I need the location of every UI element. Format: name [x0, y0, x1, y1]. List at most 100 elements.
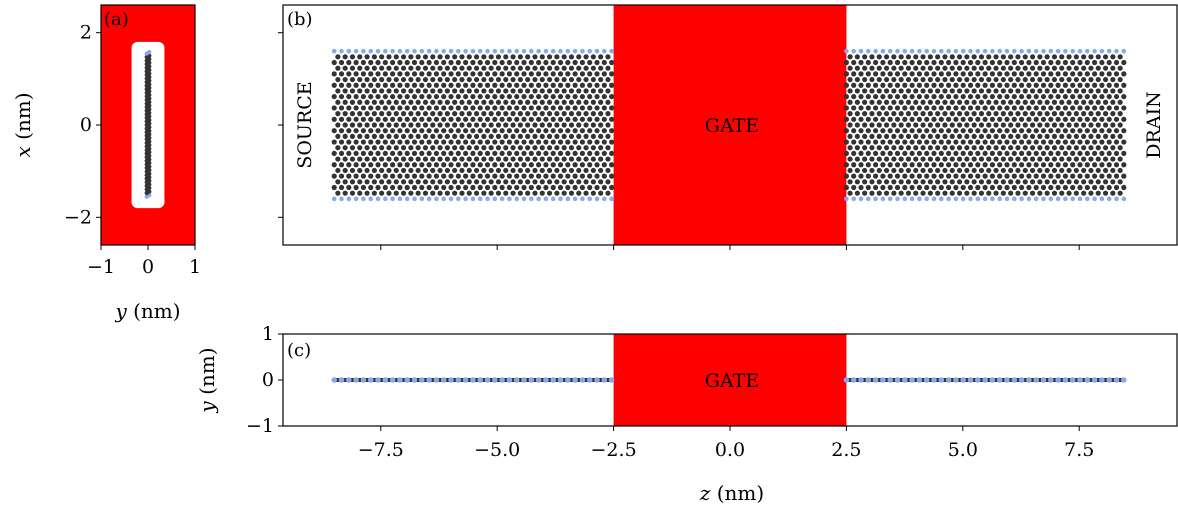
atom — [1062, 93, 1069, 100]
atom — [1081, 156, 1087, 162]
atom — [404, 128, 410, 134]
atom — [400, 88, 407, 94]
atom — [1026, 93, 1032, 100]
atom — [916, 93, 923, 100]
atom — [390, 173, 396, 179]
atom — [459, 54, 465, 60]
atom — [1095, 111, 1101, 117]
atom — [851, 173, 857, 179]
atom — [430, 76, 436, 83]
atom — [587, 128, 593, 134]
atom — [382, 116, 388, 122]
atom — [866, 48, 871, 54]
atom — [419, 48, 425, 54]
atom — [960, 128, 966, 134]
atom — [1022, 133, 1028, 139]
atom — [441, 162, 447, 168]
atom — [1000, 65, 1006, 71]
x-tick-label: −7.5 — [358, 439, 404, 461]
atom — [536, 162, 542, 168]
atom — [503, 167, 509, 174]
atom — [536, 93, 542, 100]
atom — [953, 59, 959, 66]
atom — [953, 93, 959, 100]
atom — [342, 156, 348, 162]
atom — [938, 59, 944, 66]
atom — [543, 139, 549, 145]
atom — [978, 190, 985, 196]
atom — [916, 139, 923, 145]
atom — [913, 190, 919, 196]
atom — [986, 99, 992, 105]
atom — [422, 111, 429, 117]
atom — [459, 99, 465, 105]
atom — [554, 111, 560, 117]
atom — [510, 54, 516, 60]
atom — [1062, 162, 1069, 168]
atom — [866, 196, 871, 202]
atom — [989, 71, 996, 77]
atom — [1077, 173, 1083, 179]
atom — [1044, 156, 1050, 162]
atom — [1029, 111, 1036, 117]
atom — [587, 173, 593, 179]
atom — [1048, 196, 1054, 202]
atom — [404, 162, 410, 168]
atom — [927, 76, 933, 83]
atom — [473, 65, 480, 71]
atom — [506, 162, 513, 168]
atom — [353, 173, 359, 179]
atom — [371, 99, 377, 105]
atom — [463, 139, 469, 145]
y-tick-label: 1 — [262, 323, 274, 345]
atom — [946, 128, 952, 134]
atom — [1091, 377, 1098, 383]
atom — [1059, 145, 1065, 151]
atom — [844, 48, 849, 54]
atom — [1033, 48, 1039, 54]
atom — [865, 105, 871, 111]
atom — [404, 196, 410, 202]
atom — [598, 54, 604, 60]
atom — [986, 54, 992, 60]
atom — [510, 65, 516, 71]
atom — [590, 65, 596, 71]
atom — [393, 179, 399, 185]
atom — [1062, 377, 1069, 383]
atom — [905, 65, 912, 71]
atom — [455, 150, 461, 157]
atom — [1000, 88, 1006, 94]
atom — [935, 54, 941, 60]
atom — [408, 156, 414, 162]
atom — [862, 167, 868, 174]
atom — [1102, 54, 1109, 60]
atom — [470, 139, 476, 145]
atom — [379, 145, 385, 151]
x-tick-label: 1 — [189, 256, 201, 278]
atom — [550, 184, 556, 191]
atom — [404, 184, 410, 191]
atom — [371, 65, 377, 71]
atom — [946, 116, 952, 122]
atom — [404, 71, 410, 77]
atom — [510, 133, 516, 139]
atom — [967, 377, 974, 383]
atom — [942, 133, 948, 139]
atom — [503, 54, 509, 60]
atom — [916, 150, 923, 157]
atom — [583, 179, 589, 185]
atom — [521, 377, 527, 383]
atom — [1113, 184, 1120, 191]
atom — [510, 145, 516, 151]
atom — [397, 105, 403, 111]
atom — [982, 184, 988, 191]
atom — [865, 128, 871, 134]
atom — [481, 133, 487, 139]
atom — [338, 71, 345, 77]
atom — [382, 377, 389, 383]
atom — [368, 196, 374, 202]
atom — [1095, 133, 1101, 139]
atom — [975, 128, 981, 134]
atom — [481, 122, 487, 128]
atom — [847, 145, 853, 151]
